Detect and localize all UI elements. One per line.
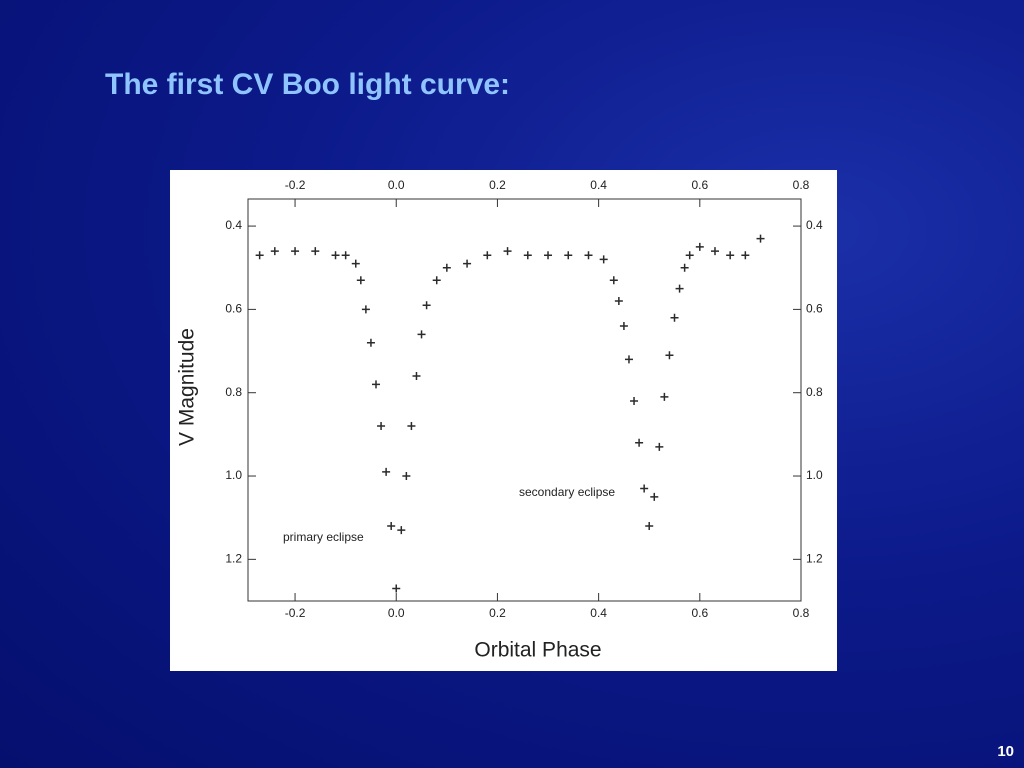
data-point [614,297,623,306]
data-point [645,522,654,531]
y-tick-label: 0.8 [225,385,242,399]
data-point [564,251,573,260]
data-point [392,584,401,593]
data-point [442,263,451,272]
data-point [544,251,553,260]
data-point [741,251,750,260]
data-point [503,247,512,256]
y-tick-label: 1.2 [225,552,242,566]
y-tick-label: 1.0 [225,468,242,482]
x-tick-label: 0.6 [691,606,708,620]
annotation: primary eclipse [283,530,364,544]
data-point [291,247,300,256]
data-point [407,422,416,431]
y-tick-label: 1.0 [806,468,823,482]
y-tick-label: 0.8 [806,385,823,399]
data-point [377,422,386,431]
data-point [609,276,618,285]
data-point [630,397,639,406]
page-number: 10 [997,743,1014,760]
data-point [650,492,659,501]
data-point [255,251,264,260]
data-point [680,263,689,272]
data-point [523,251,532,260]
x-tick-label: 0.8 [793,606,810,620]
data-point [584,251,593,260]
data-point [675,284,684,293]
data-point [624,355,633,364]
data-point [311,247,320,256]
data-point [710,247,719,256]
data-point [483,251,492,260]
data-point [670,313,679,322]
y-tick-label: 0.6 [225,302,242,316]
annotation: secondary eclipse [519,485,615,499]
data-point [665,351,674,360]
x-tick-label: 0.0 [388,178,405,192]
y-tick-label: 1.2 [806,552,823,566]
y-tick-label: 0.6 [806,302,823,316]
x-tick-label: 0.4 [590,606,607,620]
y-tick-label: 0.4 [806,218,823,232]
slide-title: The first CV Boo light curve: [105,68,511,101]
data-point [351,259,360,268]
x-tick-label: -0.2 [285,178,306,192]
data-point [619,322,628,331]
x-axis-label: Orbital Phase [474,639,601,662]
data-point [635,438,644,447]
data-point [726,251,735,260]
data-point [655,442,664,451]
x-tick-label: 0.6 [691,178,708,192]
data-point [412,372,421,381]
x-tick-label: 0.4 [590,178,607,192]
data-point [361,305,370,314]
data-point [397,526,406,535]
data-point [331,251,340,260]
data-point [660,392,669,401]
x-tick-label: 0.0 [388,606,405,620]
data-point [599,255,608,264]
data-point [417,330,426,339]
data-point [685,251,694,260]
data-point [432,276,441,285]
data-point [372,380,381,389]
data-point [366,338,375,347]
data-point [387,522,396,531]
plot-frame [247,198,802,602]
data-point [341,251,350,260]
data-point [640,484,649,493]
data-point [422,301,431,310]
data-point [402,472,411,481]
x-tick-label: -0.2 [285,606,306,620]
x-tick-label: 0.2 [489,178,506,192]
x-tick-label: 0.2 [489,606,506,620]
y-tick-label: 0.4 [225,218,242,232]
data-point [463,259,472,268]
chart-background [170,170,837,671]
data-point [695,242,704,251]
data-point [382,467,391,476]
x-tick-label: 0.8 [793,178,810,192]
data-point [270,247,279,256]
data-point [356,276,365,285]
data-point [756,234,765,243]
y-axis-label: V Magnitude [176,328,199,446]
